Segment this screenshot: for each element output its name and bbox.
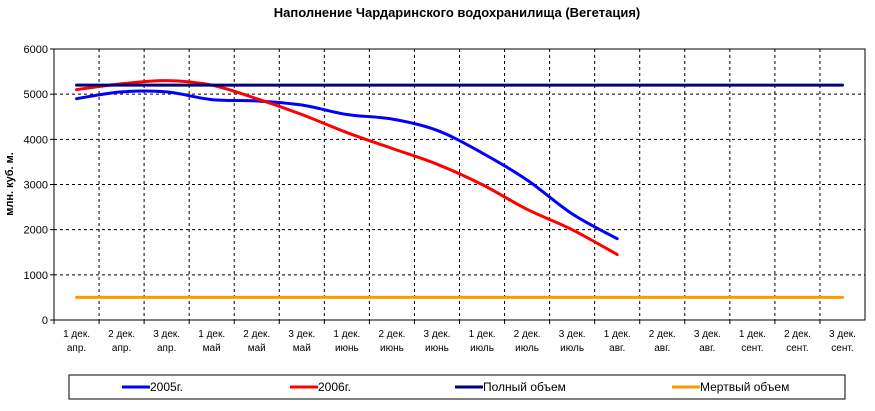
x-tick-label: 1 дек. май <box>198 329 225 354</box>
x-tick-label: 3 дек. май <box>288 329 315 354</box>
series-line-1 <box>75 89 619 241</box>
x-tick-label: 3 дек. июль <box>559 329 586 354</box>
chart-title: Наполнение Чардаринского водохранилища (… <box>274 5 641 20</box>
x-tick-label: 3 дек. июнь <box>424 329 451 354</box>
x-tick-label: 3 дек. авг. <box>694 329 721 354</box>
x-axis-ticks: 1 дек. апр. 2 дек. апр. 3 дек. апр. 1 дек. май 2… <box>53 320 856 354</box>
y-tick-label: 3000 <box>24 180 48 192</box>
x-tick-label: 2 дек. апр. <box>108 329 135 354</box>
y-tick-label: 1000 <box>24 270 48 282</box>
legend-label-2: 2006г. <box>318 380 351 394</box>
x-tick-label: 2 дек. авг. <box>649 329 676 354</box>
series-lines <box>75 79 844 299</box>
x-tick-label: 1 дек. июль <box>469 329 496 354</box>
x-tick-label: 2 дек. сент. <box>784 329 811 354</box>
y-tick-label: 2000 <box>24 225 48 237</box>
series-line-2 <box>75 79 619 257</box>
legend-label-3: Полный объем <box>483 380 566 394</box>
y-axis-ticks: 0 1000 2000 3000 4000 5000 6000 <box>24 44 54 327</box>
x-tick-label: 1 дек. авг. <box>604 329 631 354</box>
y-tick-label: 4000 <box>24 134 48 146</box>
x-tick-label: 1 дек. апр. <box>63 329 90 354</box>
legend-label-1: 2005г. <box>150 380 183 394</box>
x-tick-label: 2 дек. июнь <box>378 329 405 354</box>
legend-label-4: Мертвый объем <box>700 380 789 394</box>
legend-items: 2005г. 2006г. Полный объем Мертвый объем <box>122 380 789 394</box>
y-tick-label: 6000 <box>24 44 48 56</box>
y-tick-label: 0 <box>42 315 48 327</box>
x-tick-label: 3 дек. апр. <box>153 329 180 354</box>
x-tick-label: 2 дек. июль <box>514 329 541 354</box>
x-tick-label: 3 дек. сент. <box>829 329 856 354</box>
y-axis-label: млн. куб. м. <box>4 152 16 216</box>
x-tick-label: 2 дек. май <box>243 329 270 354</box>
x-tick-label: 1 дек. сент. <box>739 329 766 354</box>
gridlines <box>54 49 865 320</box>
legend <box>68 374 846 400</box>
x-tick-label: 1 дек. июнь <box>333 329 360 354</box>
y-tick-label: 5000 <box>24 89 48 101</box>
